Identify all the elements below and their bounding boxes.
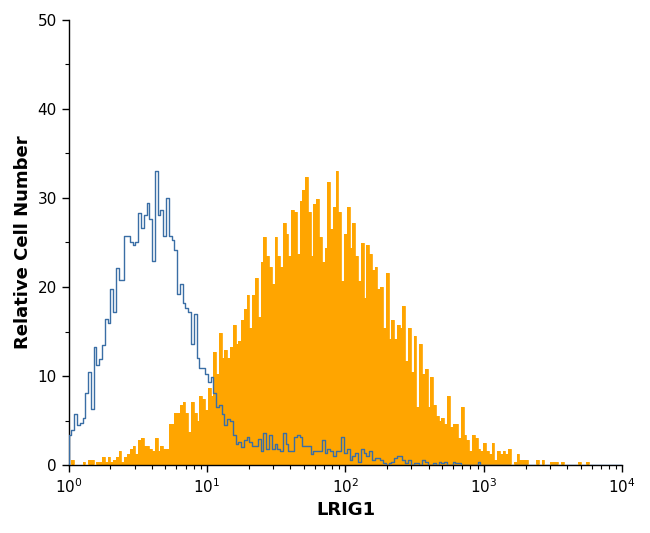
Y-axis label: Relative Cell Number: Relative Cell Number [14,136,32,349]
X-axis label: LRIG1: LRIG1 [316,501,375,519]
